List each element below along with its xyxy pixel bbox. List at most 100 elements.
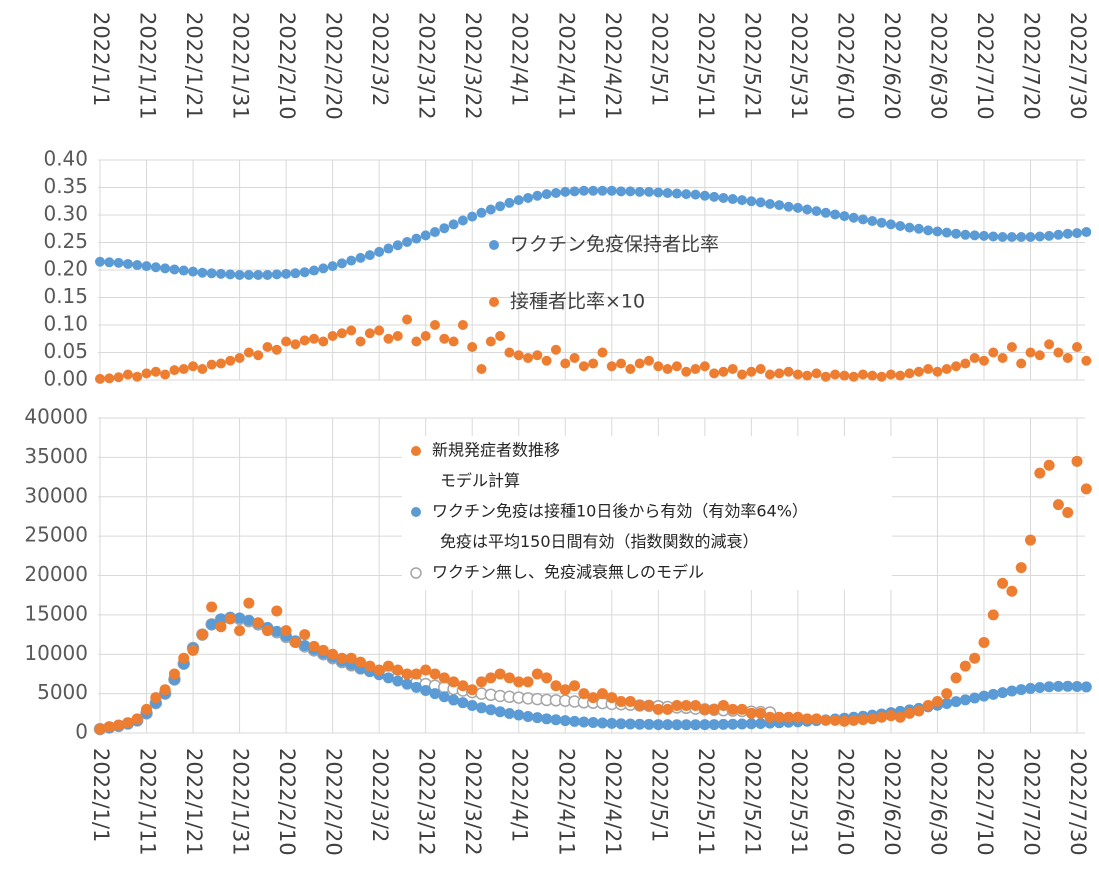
point: [429, 688, 441, 700]
point: [1016, 232, 1027, 242]
point: [950, 696, 962, 708]
point: [122, 717, 134, 729]
x-tick-label: 2022/1/1: [89, 748, 113, 842]
point: [374, 325, 385, 336]
point: [746, 366, 757, 377]
point: [317, 644, 329, 656]
point: [951, 361, 962, 372]
y-tick-label: 10000: [24, 641, 88, 665]
point: [531, 668, 543, 680]
point: [336, 258, 347, 269]
point: [960, 358, 971, 369]
point: [374, 246, 385, 257]
point: [932, 366, 943, 377]
x-tick-label: 2022/4/1: [508, 748, 532, 842]
point: [550, 188, 561, 198]
y-tick-label: 35000: [24, 444, 88, 468]
x-tick-label: 2022/5/21: [740, 748, 764, 856]
legend-box: [402, 436, 892, 590]
point: [755, 707, 767, 719]
point: [141, 703, 153, 715]
point: [503, 672, 515, 684]
point: [810, 713, 822, 725]
point: [550, 714, 562, 726]
point: [727, 703, 739, 715]
legend-label: 新規発症者数推移: [432, 441, 560, 460]
point: [941, 688, 953, 700]
point: [895, 370, 906, 381]
point: [1062, 353, 1073, 363]
point: [867, 216, 878, 227]
point: [448, 676, 460, 688]
y-tick-label: 30000: [24, 483, 88, 507]
y-tick-label: 0.10: [43, 312, 88, 336]
x-tick-label: 2022/2/20: [322, 748, 346, 856]
point: [141, 368, 152, 379]
point: [467, 342, 478, 352]
point: [523, 353, 534, 363]
point: [243, 597, 255, 609]
point: [402, 236, 413, 247]
point: [1016, 358, 1027, 369]
point: [95, 373, 105, 384]
point: [541, 672, 553, 684]
point: [652, 719, 664, 731]
point: [913, 705, 925, 717]
point: [168, 668, 180, 680]
point: [634, 699, 646, 711]
point: [783, 201, 794, 212]
point: [820, 207, 831, 218]
point: [411, 336, 422, 347]
point: [327, 261, 338, 272]
point: [736, 718, 748, 730]
point: [253, 269, 264, 280]
point: [336, 328, 347, 339]
x-tick-label: 2022/6/30: [926, 748, 950, 856]
point: [1072, 342, 1083, 352]
x-tick-label: 2022/2/20: [322, 12, 346, 120]
point: [829, 714, 841, 726]
point: [699, 719, 711, 731]
point: [588, 185, 599, 196]
point: [103, 721, 115, 733]
point: [960, 229, 971, 240]
point: [373, 664, 385, 676]
point: [1062, 680, 1074, 692]
point: [606, 717, 618, 729]
point: [1052, 680, 1064, 692]
legend-marker: [410, 567, 422, 579]
point: [1006, 232, 1017, 242]
point: [1006, 685, 1018, 697]
point: [969, 652, 981, 664]
point: [309, 265, 320, 276]
point: [448, 219, 459, 230]
point: [951, 228, 962, 239]
point: [587, 717, 599, 729]
point: [504, 347, 515, 358]
point: [476, 676, 488, 688]
point: [438, 672, 450, 684]
point: [383, 333, 394, 344]
point: [494, 668, 506, 680]
x-tick-label: 2022/7/20: [1020, 12, 1044, 120]
point: [671, 699, 683, 711]
point: [225, 355, 236, 366]
point: [699, 703, 711, 715]
point: [104, 257, 115, 268]
point: [578, 688, 590, 700]
point: [215, 621, 227, 633]
y-tick-label: 0.30: [43, 202, 88, 226]
point: [717, 699, 729, 711]
point: [466, 699, 478, 711]
point: [355, 336, 366, 347]
point: [653, 187, 664, 198]
point: [932, 226, 943, 237]
series: [95, 185, 1092, 280]
point: [494, 706, 506, 718]
point: [215, 613, 227, 625]
point: [997, 232, 1008, 242]
x-tick-label: 2022/6/10: [833, 12, 857, 120]
point: [830, 209, 841, 220]
point: [709, 191, 720, 202]
point: [95, 256, 105, 267]
